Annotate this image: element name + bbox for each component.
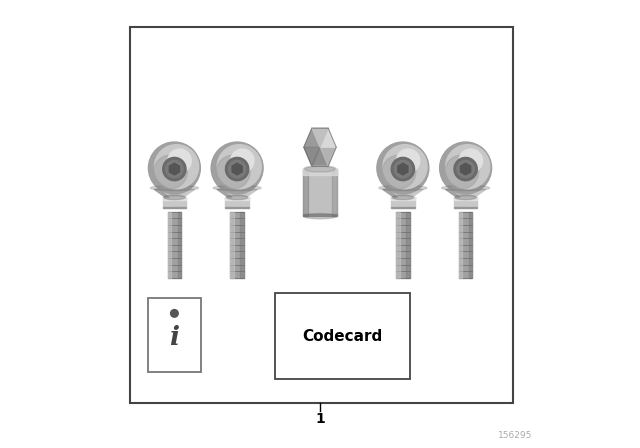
Bar [230, 212, 244, 278]
Bar [225, 198, 249, 200]
Circle shape [457, 160, 474, 178]
Bar [130, 27, 513, 403]
Polygon shape [461, 163, 470, 175]
Circle shape [163, 157, 186, 181]
Polygon shape [398, 163, 408, 175]
Bar [225, 207, 249, 208]
Bar [303, 214, 337, 216]
Circle shape [454, 157, 477, 181]
Ellipse shape [213, 185, 261, 191]
Circle shape [377, 142, 429, 194]
Bar [396, 212, 410, 278]
Polygon shape [217, 190, 232, 198]
Polygon shape [304, 147, 320, 166]
Bar [168, 212, 171, 278]
Circle shape [171, 310, 178, 317]
Ellipse shape [442, 185, 490, 191]
Polygon shape [304, 128, 336, 166]
Bar [168, 212, 181, 278]
Bar [332, 169, 337, 216]
Circle shape [383, 145, 427, 189]
Bar [454, 198, 477, 200]
Polygon shape [154, 190, 169, 198]
Bar [163, 198, 186, 200]
Bar [225, 198, 249, 208]
Polygon shape [170, 163, 179, 175]
Polygon shape [312, 128, 328, 147]
Polygon shape [383, 190, 423, 198]
Polygon shape [154, 190, 195, 198]
Circle shape [440, 142, 492, 194]
Bar [241, 212, 244, 278]
Ellipse shape [379, 185, 427, 191]
Circle shape [445, 155, 479, 189]
Bar [275, 293, 410, 379]
Circle shape [211, 142, 263, 194]
Polygon shape [383, 190, 397, 198]
Ellipse shape [303, 166, 337, 172]
Bar [391, 198, 415, 208]
Circle shape [459, 149, 483, 172]
Circle shape [154, 155, 188, 189]
Circle shape [228, 160, 246, 178]
Bar [163, 207, 186, 208]
Circle shape [394, 160, 412, 178]
Ellipse shape [392, 195, 413, 200]
Text: i: i [170, 325, 179, 349]
Bar [303, 169, 337, 216]
Bar [148, 298, 201, 372]
Circle shape [445, 145, 490, 189]
Polygon shape [312, 147, 328, 166]
Ellipse shape [305, 166, 335, 172]
Bar [303, 169, 337, 175]
Circle shape [154, 145, 198, 189]
Circle shape [166, 160, 183, 178]
Bar [459, 212, 472, 278]
Bar [391, 198, 415, 200]
Text: 156295: 156295 [499, 431, 533, 440]
Ellipse shape [150, 185, 198, 191]
Bar [406, 212, 410, 278]
Ellipse shape [455, 195, 476, 200]
Ellipse shape [303, 166, 337, 172]
Ellipse shape [164, 195, 185, 200]
Polygon shape [445, 190, 486, 198]
Circle shape [148, 142, 200, 194]
Bar [163, 198, 186, 208]
Ellipse shape [303, 214, 337, 219]
Polygon shape [232, 163, 242, 175]
Circle shape [217, 145, 261, 189]
Bar [454, 198, 477, 208]
Polygon shape [217, 190, 257, 198]
Bar [454, 207, 477, 208]
Bar [396, 212, 399, 278]
Circle shape [168, 149, 191, 172]
Circle shape [230, 149, 254, 172]
Circle shape [391, 157, 415, 181]
Circle shape [396, 149, 420, 172]
Bar [469, 212, 472, 278]
Text: Codecard: Codecard [302, 328, 383, 344]
Circle shape [382, 155, 416, 189]
Circle shape [225, 157, 249, 181]
Bar [230, 212, 234, 278]
Text: 1: 1 [315, 412, 325, 426]
Ellipse shape [227, 195, 248, 200]
Circle shape [216, 155, 250, 189]
Polygon shape [320, 147, 336, 166]
Bar [303, 169, 308, 216]
Bar [459, 212, 462, 278]
Bar [391, 207, 415, 208]
Bar [178, 212, 181, 278]
Polygon shape [445, 190, 460, 198]
Polygon shape [320, 128, 336, 147]
